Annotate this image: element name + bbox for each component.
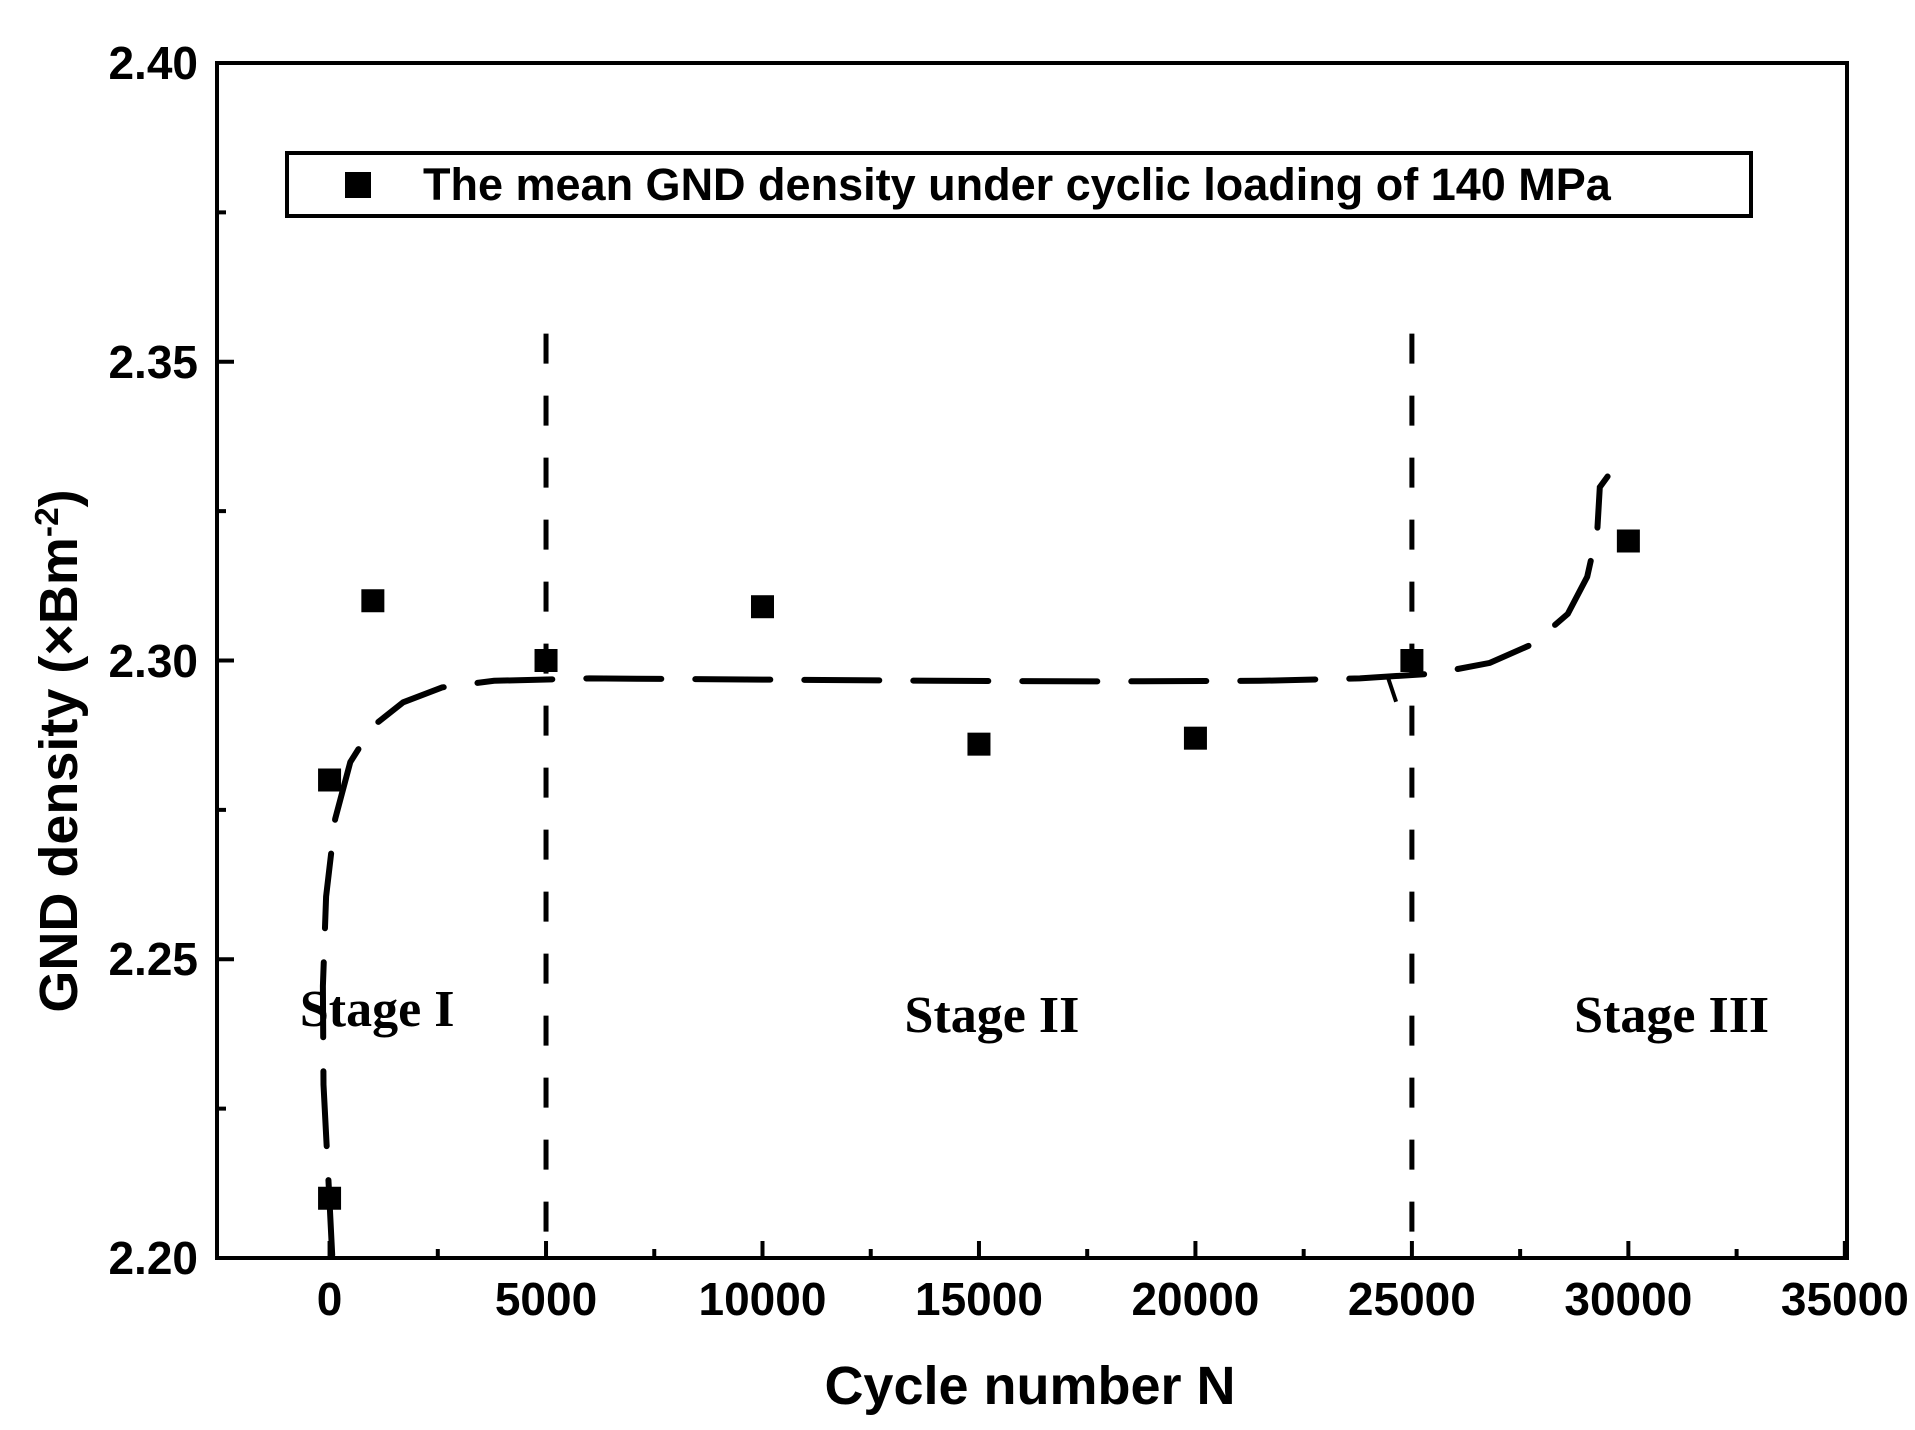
x-tick-label: 15000 — [914, 1273, 1043, 1325]
legend-label: The mean GND density under cyclic loadin… — [423, 158, 1611, 210]
data-point-marker — [361, 589, 385, 613]
x-tick-label: 10000 — [698, 1273, 827, 1325]
y-tick-label: 2.30 — [108, 634, 198, 687]
stage-label: Stage III — [1574, 987, 1770, 1044]
data-point-marker — [1183, 726, 1207, 750]
data-point-marker — [750, 595, 774, 619]
legend-box: The mean GND density under cyclic loadin… — [285, 151, 1753, 218]
data-point-marker — [1400, 649, 1424, 672]
x-tick-label: 35000 — [1780, 1273, 1909, 1325]
x-tick-label: 5000 — [494, 1273, 598, 1325]
y-tick-label: 2.40 — [108, 37, 198, 89]
x-tick-label: 0 — [316, 1273, 343, 1325]
trend-curve — [319, 473, 1611, 1258]
y-tick-label: 2.20 — [108, 1232, 198, 1284]
data-point-marker — [1616, 529, 1640, 553]
data-point-marker — [967, 732, 991, 756]
stage-label: Stage I — [299, 981, 455, 1039]
curve-break-mark — [1386, 677, 1398, 703]
data-point-marker — [318, 1186, 342, 1210]
stage-label: Stage II — [904, 987, 1080, 1044]
data-point-marker — [318, 768, 342, 792]
y-axis-title: GND density (×Bm-2) — [13, 301, 89, 1201]
y-axis-title-exponent: -2 — [29, 507, 66, 538]
data-point-marker — [534, 649, 558, 672]
x-tick-label: 25000 — [1347, 1273, 1476, 1325]
x-tick-label: 20000 — [1131, 1273, 1260, 1325]
plot-border — [215, 61, 1849, 1260]
legend-square-marker-icon — [345, 171, 371, 198]
y-axis-title-close: ) — [29, 489, 89, 508]
y-tick-label: 2.25 — [108, 933, 198, 986]
x-axis-title: Cycle number N — [824, 1356, 1236, 1416]
x-tick-label: 30000 — [1564, 1273, 1693, 1325]
y-tick-label: 2.35 — [108, 335, 198, 388]
